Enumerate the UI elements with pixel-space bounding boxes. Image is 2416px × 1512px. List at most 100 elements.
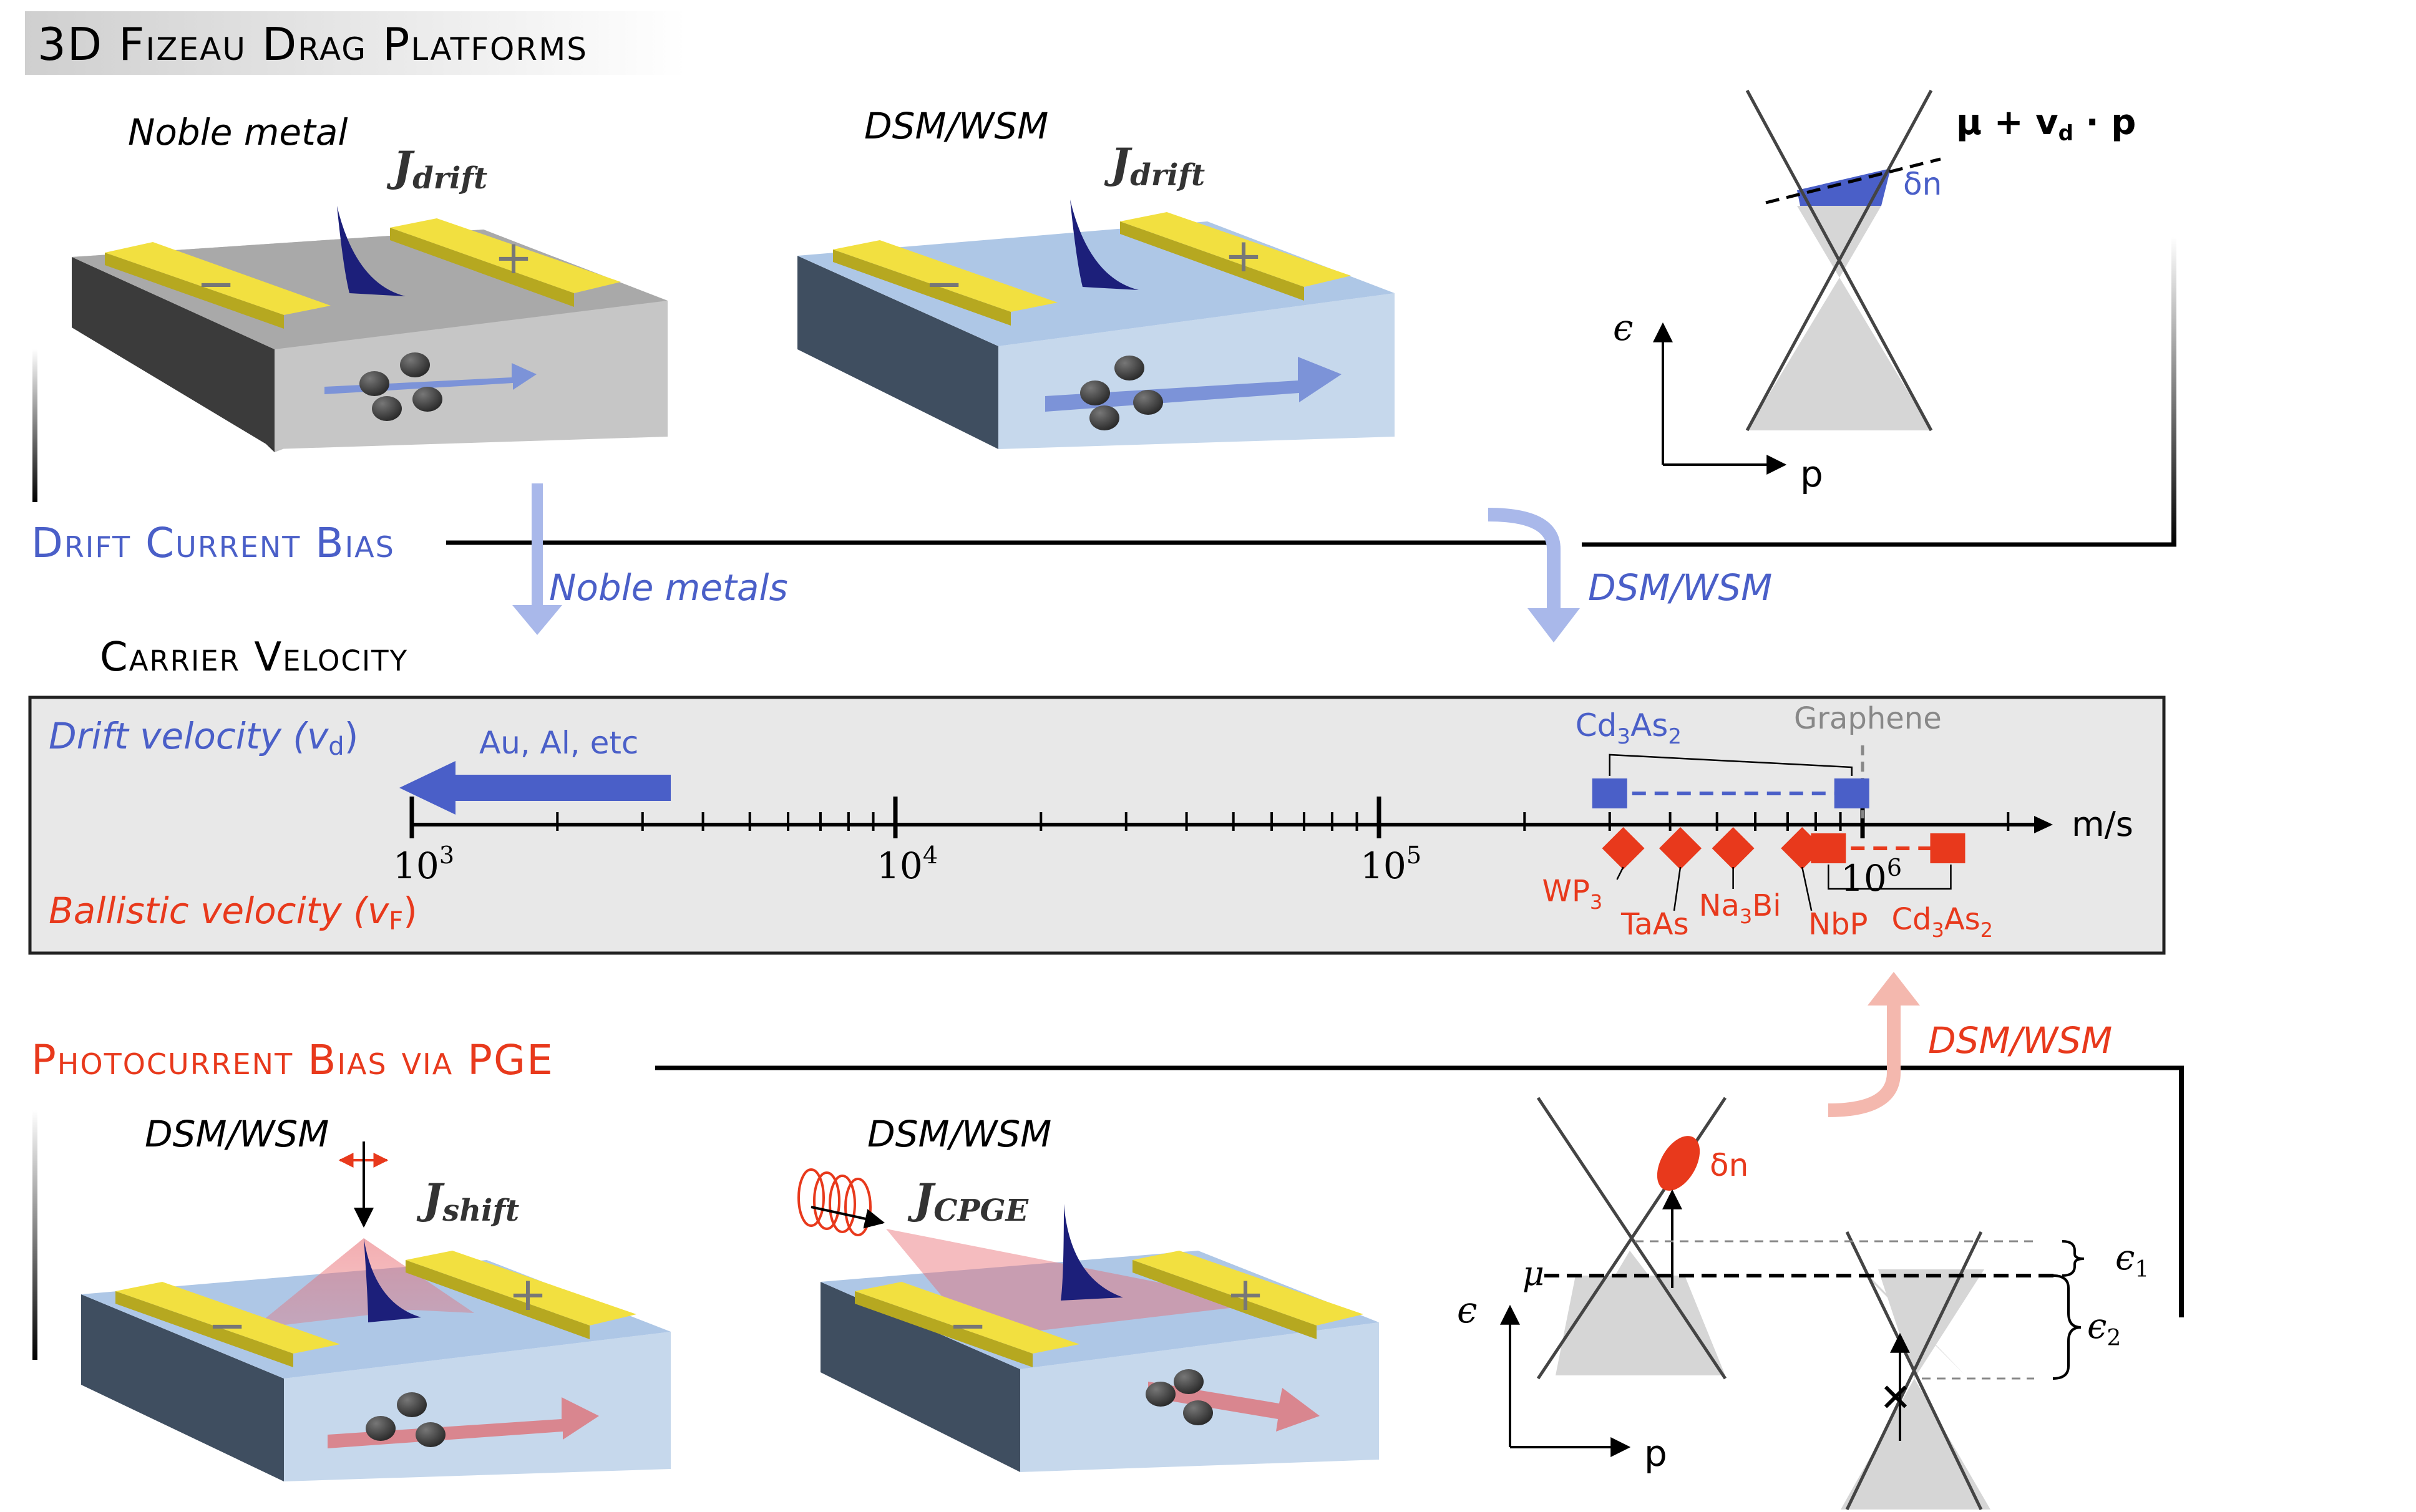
eps2-brace bbox=[2052, 1274, 2082, 1380]
dsm-top-arrow: DSM/WSM bbox=[1488, 508, 1772, 642]
tilted-fermi-level bbox=[1765, 157, 1941, 205]
dsm-top-arrow-label: DSM/WSM bbox=[1588, 566, 1772, 609]
ballistic-series: WP3 TaAs Na3Bi NbP Cd3As2 bbox=[1542, 827, 1993, 942]
j-cpge-label: JCPGE bbox=[907, 1175, 1030, 1228]
circular-polarization-icon bbox=[797, 1168, 872, 1236]
bottom-eps-label: ϵ bbox=[1457, 1289, 1477, 1331]
page-title: 3D Fizeau Drag Platforms bbox=[37, 18, 588, 70]
j-drift-label-1: Jdrift bbox=[386, 142, 487, 196]
frame-left-top bbox=[32, 349, 37, 502]
ballistic-label: Na3Bi bbox=[1699, 888, 1781, 928]
electrons-icon-4 bbox=[1146, 1369, 1213, 1425]
graphene-marker: Graphene bbox=[1794, 701, 1942, 818]
electrode-plus bbox=[390, 218, 621, 293]
noble-metal-label: Noble metal bbox=[128, 111, 348, 153]
ballistic-bracket bbox=[1828, 865, 1952, 890]
current-arrow-2 bbox=[1045, 357, 1342, 412]
drift-bracket bbox=[1609, 754, 1853, 776]
top-band-diagram: μ + vd · p δn ϵ p bbox=[1613, 89, 2136, 495]
tick-label: 105 bbox=[1360, 841, 1421, 887]
noble-metals-arrow: Noble metals bbox=[512, 483, 788, 635]
drift-arrow-au-al: Au, Al, etc bbox=[399, 725, 671, 815]
bottom-p-label: p bbox=[1644, 1432, 1667, 1475]
top-eps-label: ϵ bbox=[1613, 306, 1633, 349]
minus-sign-3: − bbox=[208, 1299, 246, 1352]
eps2-label: ϵ2 bbox=[2087, 1306, 2121, 1351]
ballistic-cd3as2-label: Cd3As2 bbox=[1891, 902, 1993, 942]
current-arrow-3 bbox=[328, 1397, 599, 1448]
j-drift-label-2: Jdrift bbox=[1104, 139, 1205, 193]
axis-ticks bbox=[409, 797, 2010, 838]
photo-heading: Photocurrent Bias via PGE bbox=[31, 1036, 554, 1084]
dsm-cpge-device: DSM/WSM − + JCPGE bbox=[797, 1113, 1379, 1472]
plus-sign-4: + bbox=[1226, 1267, 1265, 1321]
bottom-dn-label: δn bbox=[1710, 1147, 1748, 1183]
ballistic-velocity-label: Ballistic velocity (vF) bbox=[49, 889, 417, 936]
noble-metal-device: Noble metal − + Jdrift bbox=[72, 111, 668, 452]
minus-sign-4: − bbox=[948, 1299, 987, 1352]
minus-sign: − bbox=[197, 257, 235, 311]
cpge-light-arrow bbox=[811, 1206, 885, 1229]
blocked-cross-icon: ✕ bbox=[1879, 1375, 1912, 1420]
delta-n-region bbox=[1797, 168, 1891, 206]
lower-cone bbox=[1747, 278, 1931, 430]
drift-cd3as2-label: Cd3As2 bbox=[1576, 707, 1682, 749]
drift-arrow-label: Au, Al, etc bbox=[479, 725, 638, 761]
ballistic-leader bbox=[1673, 866, 1682, 911]
ballistic-label: WP3 bbox=[1542, 874, 1602, 914]
j-shift-label: Jshift bbox=[416, 1175, 519, 1228]
frame-left-bottom bbox=[32, 1110, 37, 1360]
noble-metals-arrow-label: Noble metals bbox=[549, 566, 788, 609]
velocity-axis-arrowhead bbox=[2034, 816, 2053, 833]
tick-label: 103 bbox=[393, 841, 454, 887]
ballistic-label: TaAs bbox=[1620, 907, 1689, 942]
velocity-heading: Carrier Velocity bbox=[100, 634, 408, 681]
drift-distribution-icon-2 bbox=[1070, 200, 1139, 290]
top-band-dn-label: δn bbox=[1903, 166, 1942, 202]
eps1-label: ϵ1 bbox=[2115, 1238, 2149, 1282]
drift-velocity-label: Drift velocity (vd) bbox=[49, 715, 358, 761]
axis-unit: m/s bbox=[2072, 805, 2133, 844]
dsm-drift-device: DSM/WSM − + Jdrift bbox=[797, 105, 1395, 449]
ballistic-leader bbox=[1616, 866, 1624, 880]
frame-right-bottom bbox=[2179, 1068, 2184, 1317]
title-banner bbox=[25, 11, 686, 75]
dsm-bottom-arrow-label: DSM/WSM bbox=[1928, 1019, 2112, 1062]
tick-label: 106 bbox=[1841, 854, 1902, 899]
electrode-minus bbox=[105, 242, 331, 315]
shift-beam bbox=[253, 1238, 474, 1329]
dsm-shift-label: DSM/WSM bbox=[145, 1113, 329, 1155]
electrons-icon-3 bbox=[366, 1392, 446, 1447]
electrons-icon bbox=[359, 352, 442, 421]
drift-square-min bbox=[1592, 778, 1627, 808]
top-p-label: p bbox=[1800, 453, 1823, 495]
drift-series-cd3as2: Cd3As2 bbox=[1576, 707, 1869, 808]
drift-distribution-icon bbox=[337, 206, 406, 296]
graphene-label: Graphene bbox=[1794, 701, 1942, 736]
minus-sign-2: − bbox=[925, 257, 963, 311]
plus-sign-2: + bbox=[1224, 229, 1263, 283]
ballistic-square-max bbox=[1930, 833, 1965, 863]
ballistic-diamond bbox=[1602, 827, 1645, 870]
bottom-mu-label: μ bbox=[1522, 1254, 1544, 1293]
frame-right-top bbox=[2171, 237, 2176, 546]
top-band-mu-label: μ + vd · p bbox=[1956, 102, 2136, 146]
plus-sign-3: + bbox=[509, 1267, 547, 1321]
bottom-dn-pocket bbox=[1657, 1136, 1700, 1191]
velocity-chart: Drift velocity (vd) Ballistic velocity (… bbox=[28, 695, 2166, 955]
ballistic-diamond bbox=[1712, 827, 1755, 870]
plus-sign: + bbox=[494, 231, 533, 284]
cpge-distribution-icon bbox=[1061, 1204, 1123, 1301]
ballistic-leader bbox=[1801, 866, 1813, 911]
current-arrow-4 bbox=[1148, 1382, 1320, 1432]
dsm-cpge-label: DSM/WSM bbox=[867, 1113, 1051, 1155]
eps1-brace bbox=[2062, 1240, 2085, 1277]
dsm-shift-device: DSM/WSM − + Jshift bbox=[81, 1113, 671, 1481]
bottom-band-diagram: δn ✕ ϵ1 ϵ2 μ ϵ p bbox=[1457, 1097, 2149, 1511]
ballistic-label: NbP bbox=[1808, 907, 1868, 942]
tick-label: 104 bbox=[877, 841, 938, 887]
dsm-bottom-arrow: DSM/WSM bbox=[1828, 972, 2112, 1117]
dsm-top-label: DSM/WSM bbox=[864, 105, 1048, 147]
shift-distribution-icon bbox=[364, 1238, 421, 1322]
